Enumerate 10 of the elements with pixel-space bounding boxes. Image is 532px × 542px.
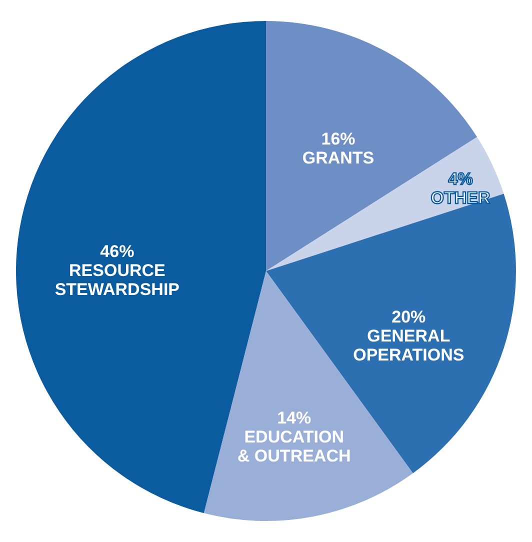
data-label: 14% (277, 408, 312, 428)
slice-label: EDUCATION & OUTREACH (237, 427, 351, 466)
data-label: 46% (100, 242, 134, 262)
slice-label: GENERAL OPERATIONS (353, 326, 464, 364)
data-label: 20% (392, 307, 426, 326)
slice-label: OTHER (430, 188, 490, 208)
data-label: 4% (448, 169, 473, 188)
slice-label: GRANTS (302, 148, 374, 168)
slice-label: RESOURCE STEWARDSHIP (54, 261, 180, 300)
data-label: 16% (321, 130, 356, 149)
